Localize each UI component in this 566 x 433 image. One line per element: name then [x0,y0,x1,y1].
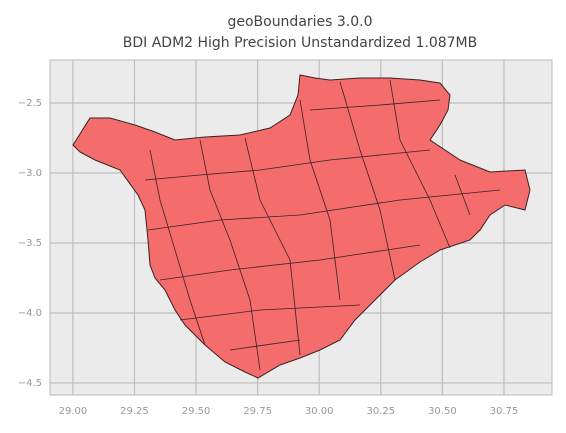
y-tick-label: −4.0 [18,308,42,319]
ticks: 29.00 29.25 29.50 29.75 30.00 30.25 30.50 30.75… [18,98,519,417]
x-tick-label: 29.50 [182,406,211,417]
y-tick-label: −2.5 [18,98,42,109]
x-tick-label: 29.00 [59,406,88,417]
x-tick-label: 30.00 [305,406,334,417]
x-tick-label: 30.25 [366,406,395,417]
x-tick-label: 29.75 [243,406,272,417]
y-tick-label: −3.0 [18,168,42,179]
country-map [72,74,531,379]
district-borders [144,79,501,371]
x-tick-label: 30.50 [428,406,457,417]
country-outline [72,74,531,379]
chart-subtitle: BDI ADM2 High Precision Unstandardized 1… [123,35,477,51]
x-tick-label: 30.75 [490,406,519,417]
y-tick-label: −4.5 [18,378,42,389]
chart-title: geoBoundaries 3.0.0 [227,14,372,30]
y-tick-label: −3.5 [18,238,42,249]
x-tick-label: 29.25 [120,406,149,417]
